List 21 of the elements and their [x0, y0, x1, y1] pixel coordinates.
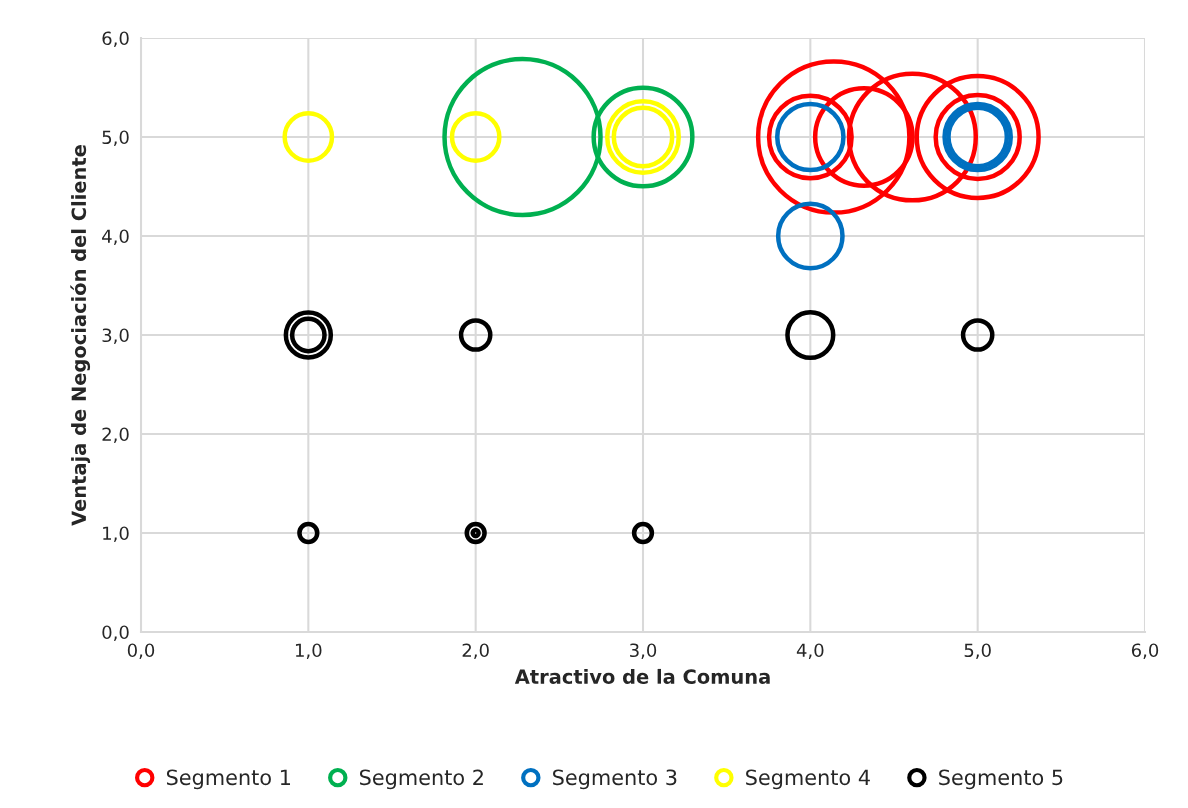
legend-label: Segmento 1 — [166, 769, 291, 790]
y-tick-label: 0,0 — [102, 625, 129, 641]
x-tick-label: 4,0 — [796, 643, 824, 659]
legend-label: Segmento 4 — [746, 769, 870, 790]
x-tick-label: 6,0 — [1131, 643, 1159, 659]
legend-label: Segmento 2 — [359, 769, 483, 790]
y-tick-label: 5,0 — [102, 130, 129, 146]
x-tick-label: 5,0 — [964, 643, 991, 659]
legend-label: Segmento 5 — [939, 769, 1063, 790]
x-tick-label: 1,0 — [295, 643, 322, 659]
x-axis-title: Atractivo de la Comuna — [514, 668, 770, 684]
legend-label: Segmento 3 — [553, 769, 677, 790]
y-axis-title: Ventaja de Negociación del Cliente — [70, 145, 91, 526]
y-tick-label: 1,0 — [103, 526, 129, 542]
x-tick-label: 2,0 — [462, 643, 489, 659]
y-tick-label: 3,0 — [102, 328, 129, 344]
x-tick-label: 3,0 — [630, 643, 657, 659]
y-tick-label: 6,0 — [102, 31, 129, 47]
x-tick-label: 0,0 — [127, 643, 155, 659]
y-tick-label: 4,0 — [102, 229, 129, 245]
y-tick-label: 2,0 — [102, 427, 129, 443]
